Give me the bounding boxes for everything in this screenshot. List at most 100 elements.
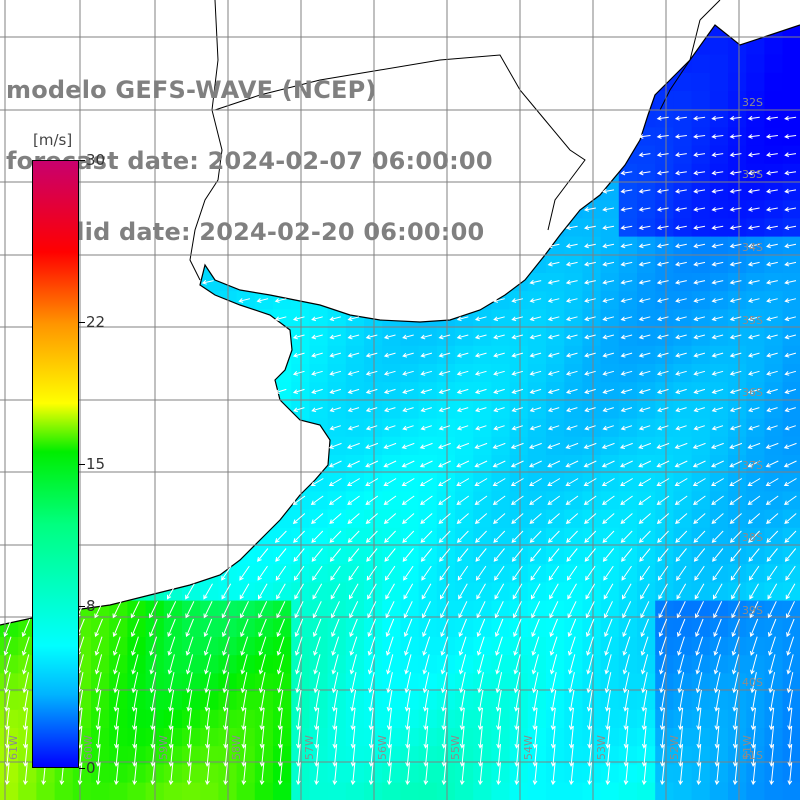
wind-arrow	[748, 425, 760, 431]
wind-speed-cell	[509, 291, 529, 310]
wind-speed-cell	[527, 746, 547, 765]
wind-arrow	[347, 407, 360, 413]
wind-arrow	[167, 601, 177, 619]
wind-speed-cell	[709, 72, 729, 92]
wind-speed-cell	[618, 382, 638, 401]
wind-arrow	[784, 388, 797, 394]
wind-speed-cell	[109, 655, 128, 674]
wind-speed-cell	[582, 273, 602, 292]
wind-speed-cell	[673, 509, 693, 529]
wind-arrow	[638, 442, 652, 449]
wind-speed-cell	[782, 764, 800, 784]
wind-speed-cell	[436, 709, 456, 729]
wind-arrow	[638, 425, 651, 431]
wind-arrow	[693, 370, 706, 376]
wind-arrow	[547, 442, 561, 449]
wind-arrow	[131, 654, 139, 675]
wind-arrow	[660, 725, 665, 749]
wind-arrow	[332, 762, 338, 786]
wind-speed-cell	[746, 673, 765, 693]
wind-arrow	[405, 762, 411, 786]
wind-arrow	[657, 548, 669, 562]
wind-speed-cell	[327, 382, 347, 401]
wind-speed-cell	[345, 782, 365, 800]
wind-arrow	[674, 134, 687, 139]
wind-speed-cell	[618, 182, 638, 201]
wind-arrow	[766, 316, 778, 322]
wind-arrow	[605, 707, 611, 731]
wind-arrow	[656, 134, 669, 139]
wind-arrow	[710, 442, 724, 449]
wind-speed-cell	[236, 582, 256, 602]
wind-speed-cell	[728, 91, 747, 110]
wind-speed-cell	[600, 655, 620, 674]
wind-arrow	[168, 725, 174, 749]
wind-arrow	[659, 672, 666, 694]
wind-speed-cell	[746, 582, 765, 602]
wind-arrow	[638, 279, 651, 285]
wind-speed-cell	[600, 782, 620, 800]
wind-speed-cell	[582, 746, 602, 765]
wind-speed-cell	[600, 491, 620, 511]
wind-speed-cell	[364, 709, 383, 729]
wind-arrow	[565, 298, 578, 303]
wind-speed-cell	[709, 163, 729, 183]
longitude-label: 53W	[595, 735, 608, 760]
wind-arrow	[223, 762, 229, 786]
wind-speed-cell	[546, 254, 565, 274]
wind-arrow	[584, 370, 596, 376]
wind-arrow	[641, 689, 648, 712]
wind-arrow	[130, 618, 140, 638]
wind-arrow	[711, 530, 724, 543]
wind-speed-cell	[728, 600, 747, 620]
wind-speed-cell	[455, 364, 474, 383]
wind-speed-cell	[455, 637, 474, 656]
wind-speed-cell	[655, 637, 674, 656]
wind-arrow	[747, 460, 761, 468]
wind-speed-cell	[400, 764, 420, 784]
wind-speed-cell	[709, 527, 729, 547]
wind-speed-cell	[600, 218, 620, 238]
wind-speed-cell	[782, 200, 800, 219]
wind-arrow	[401, 442, 415, 449]
wind-arrow	[276, 618, 285, 638]
wind-arrow	[747, 134, 760, 139]
wind-speed-cell	[309, 364, 329, 383]
wind-speed-cell	[455, 455, 474, 474]
wind-arrow	[747, 152, 760, 158]
wind-arrow	[311, 548, 323, 562]
wind-speed-cell	[709, 109, 729, 128]
wind-arrow	[713, 618, 722, 638]
wind-arrow	[656, 170, 669, 176]
wind-arrow	[547, 298, 560, 303]
wind-speed-cell	[764, 455, 784, 474]
wind-speed-cell	[127, 618, 147, 638]
wind-arrow	[258, 583, 268, 600]
wind-arrow	[622, 583, 632, 600]
wind-arrow	[603, 583, 614, 600]
wind-speed-cell	[709, 546, 729, 565]
wind-arrow	[149, 636, 158, 656]
wind-arrow	[456, 460, 470, 468]
wind-arrow	[547, 279, 560, 285]
wind-speed-cell	[764, 709, 784, 729]
wind-arrow	[350, 762, 356, 786]
wind-speed-cell	[382, 764, 401, 784]
wind-arrow	[547, 460, 561, 468]
wind-arrow	[495, 636, 503, 656]
wind-arrow	[620, 298, 633, 303]
wind-arrow	[329, 513, 342, 524]
longitude-label: 58W	[230, 735, 243, 760]
wind-speed-cell	[455, 382, 474, 401]
wind-speed-cell	[709, 455, 729, 474]
wind-speed-cell	[182, 637, 201, 656]
wind-speed-cell	[691, 691, 711, 711]
wind-arrow	[277, 672, 284, 694]
wind-speed-cell	[746, 327, 765, 347]
wind-arrow	[459, 672, 466, 694]
wind-speed-cell	[473, 582, 492, 602]
wind-arrow	[222, 654, 230, 675]
wind-speed-cell	[728, 436, 747, 456]
wind-speed-cell	[655, 382, 674, 401]
wind-arrow	[641, 762, 647, 786]
